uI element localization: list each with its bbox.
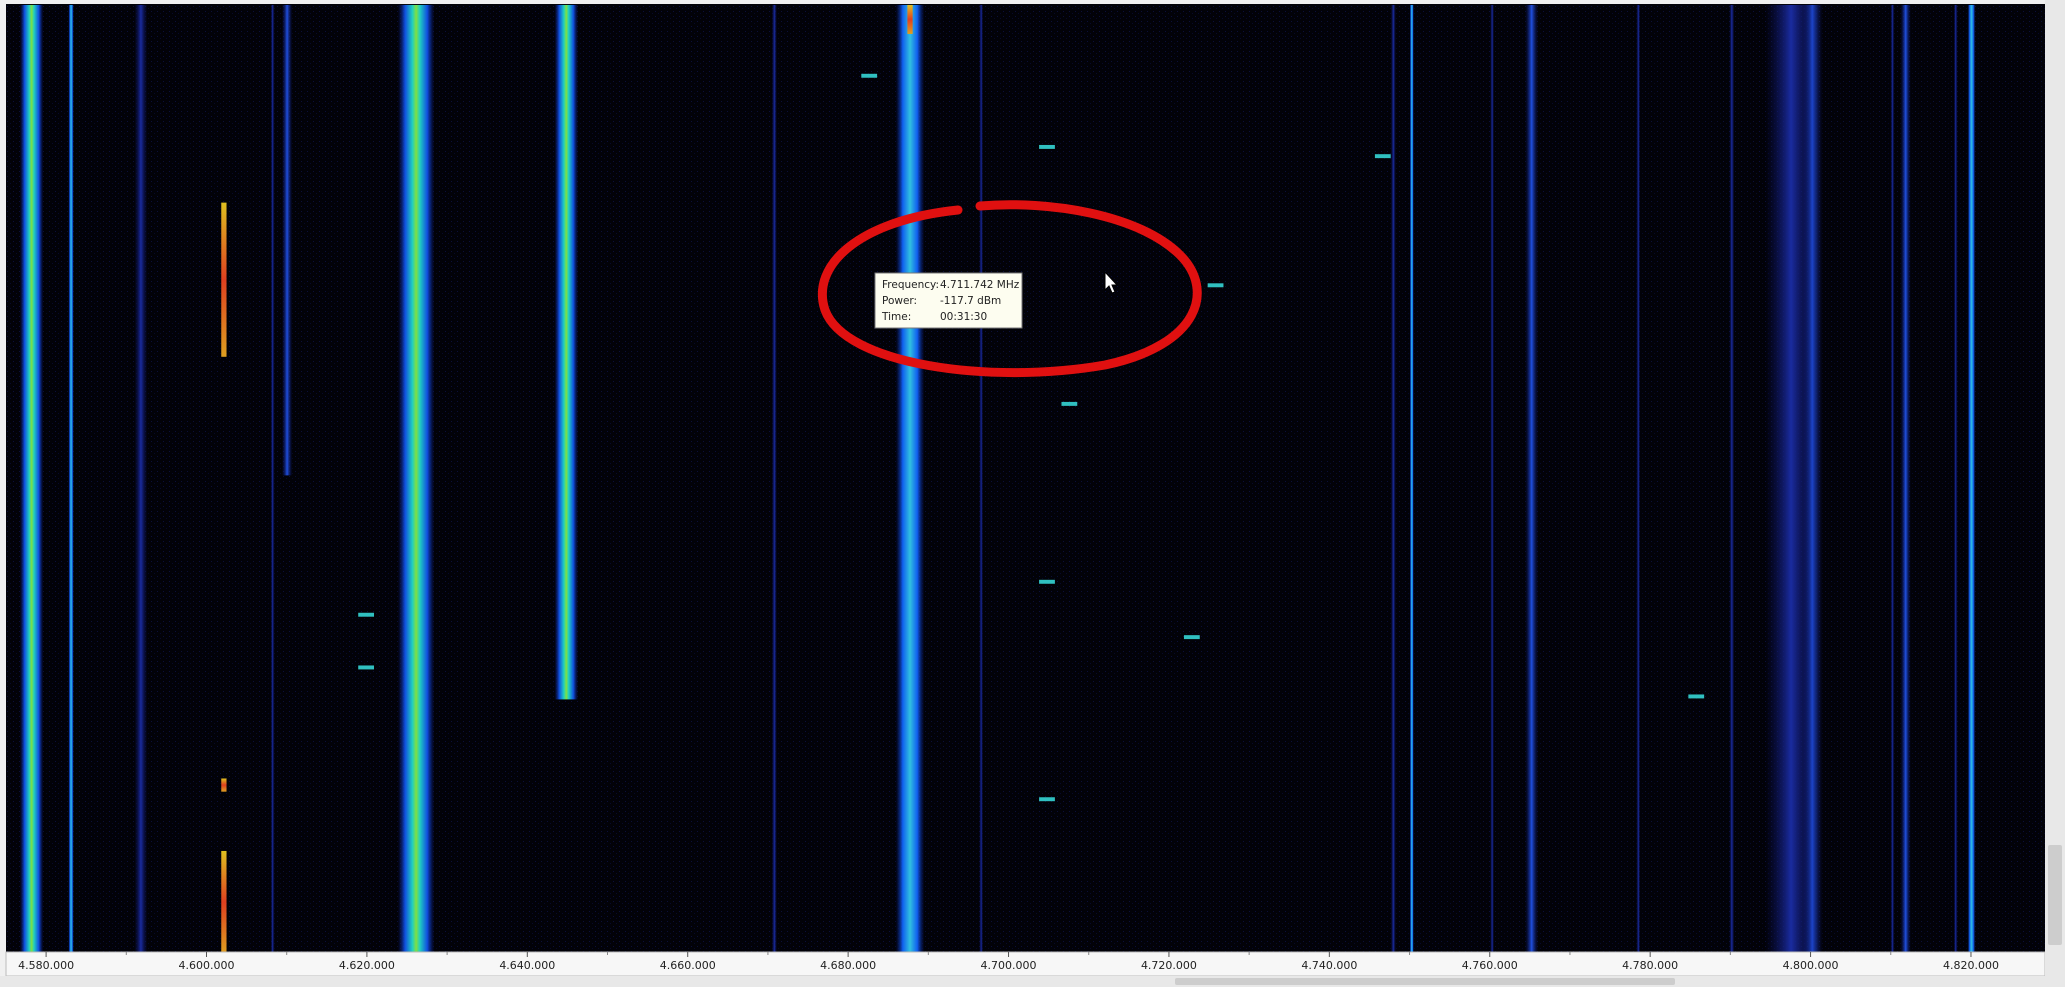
- signal-stripe: [895, 4, 925, 954]
- signal-stripe: [1636, 4, 1641, 954]
- hot-signal: [221, 202, 227, 357]
- signal-stripe: [397, 4, 435, 954]
- signal-stripe: [1890, 4, 1895, 954]
- tick-label: 4.640.000: [499, 959, 555, 972]
- burst: [1374, 154, 1391, 159]
- tick-label: 4.660.000: [660, 959, 716, 972]
- burst: [1061, 401, 1078, 406]
- hot-signal: [221, 850, 227, 954]
- tick-label: 4.800.000: [1783, 959, 1839, 972]
- burst: [358, 612, 375, 617]
- tooltip: Frequency: 4.711.742 MHz Power: -117.7 d…: [874, 272, 1023, 329]
- tick-label: 4.760.000: [1462, 959, 1518, 972]
- waterfall-area: [6, 4, 2045, 952]
- burst: [1183, 635, 1200, 640]
- burst: [358, 665, 375, 670]
- tick-label: 4.720.000: [1141, 959, 1197, 972]
- v-scroll-thumb[interactable]: [2048, 845, 2062, 945]
- signal-stripe: [281, 4, 293, 476]
- hot-signal: [221, 778, 227, 792]
- signal-stripe: [1409, 4, 1414, 954]
- signal-stripe: [1967, 4, 1976, 954]
- signal-stripe: [1390, 4, 1396, 954]
- tick-label: 4.820.000: [1943, 959, 1999, 972]
- signal-stripe: [1729, 4, 1735, 954]
- h-scrollbar[interactable]: [0, 976, 2045, 987]
- signal-stripe: [1953, 4, 1958, 954]
- tooltip-value: 00:31:30: [940, 311, 987, 323]
- tick-label: 4.620.000: [339, 959, 395, 972]
- tick-label: 4.580.000: [18, 959, 74, 972]
- signal-stripe: [554, 4, 579, 700]
- signal-stripe: [1764, 4, 1818, 954]
- signal-stripe: [270, 4, 275, 954]
- signal-stripe: [19, 4, 44, 954]
- hot-signal: [907, 4, 913, 34]
- burst: [1039, 144, 1055, 149]
- tick-label: 4.600.000: [179, 959, 235, 972]
- tooltip-box: [874, 272, 1023, 329]
- v-scrollbar[interactable]: [2045, 0, 2065, 987]
- mouse-cursor: [1104, 270, 1119, 294]
- signal-stripe: [771, 4, 778, 954]
- signal-stripe: [1490, 4, 1495, 954]
- signal-stripe: [134, 4, 148, 954]
- signal-stripe: [979, 4, 984, 954]
- tick-label: 4.680.000: [820, 959, 876, 972]
- burst: [1688, 694, 1705, 699]
- tooltip-label: Power:: [882, 295, 917, 307]
- h-scroll-thumb[interactable]: [1175, 978, 1675, 985]
- tick-label: 4.700.000: [981, 959, 1037, 972]
- tooltip-label: Time:: [881, 311, 911, 323]
- signal-stripe: [1900, 4, 1911, 954]
- burst: [1207, 283, 1224, 288]
- axis-ticks: 4.580.000 4.600.000 4.620.000 4.640.000 4.66…: [18, 952, 2052, 972]
- highlight-circle: [817, 200, 1202, 378]
- tick-label: 4.740.000: [1301, 959, 1357, 972]
- signal-stripe: [1525, 4, 1539, 954]
- burst: [1039, 579, 1055, 584]
- tooltip-label: Frequency:: [882, 279, 939, 291]
- tooltip-value: 4.711.742 MHz: [940, 279, 1020, 291]
- signals: [19, 4, 1976, 954]
- tooltip-value: -117.7 dBm: [940, 295, 1001, 307]
- burst: [861, 73, 878, 78]
- tick-label: 4.780.000: [1622, 959, 1678, 972]
- signal-stripe: [68, 4, 74, 954]
- burst: [1039, 797, 1055, 802]
